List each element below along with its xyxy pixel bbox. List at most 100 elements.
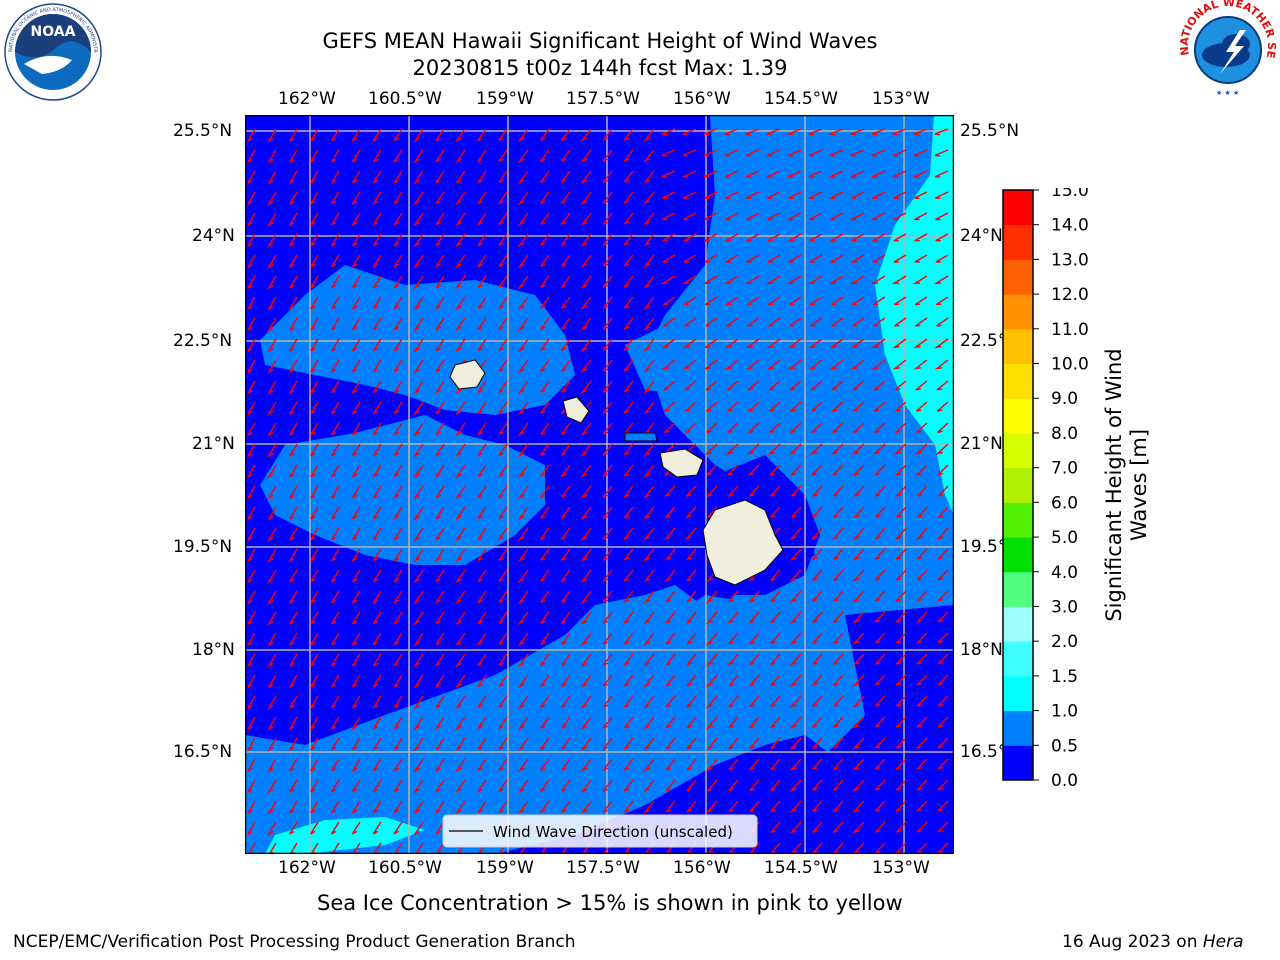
wave-direction-arrow xyxy=(266,569,277,584)
wave-direction-arrow xyxy=(874,779,886,791)
wave-direction-arrow xyxy=(916,695,928,707)
wave-direction-arrow xyxy=(413,170,424,185)
wave-direction-arrow xyxy=(602,422,613,435)
wave-direction-arrow xyxy=(662,233,676,242)
wave-direction-arrow xyxy=(580,212,592,226)
wave-direction-arrow xyxy=(787,170,802,178)
wave-direction-arrow xyxy=(705,632,718,646)
wave-direction-arrow xyxy=(247,464,256,478)
wave-direction-arrow xyxy=(728,716,739,729)
wave-direction-arrow xyxy=(310,317,319,331)
wave-direction-arrow xyxy=(580,758,592,772)
wave-direction-arrow xyxy=(517,527,529,542)
wave-direction-arrow xyxy=(454,296,466,311)
wave-direction-arrow xyxy=(247,758,256,772)
wave-direction-arrow xyxy=(289,674,298,688)
wave-direction-arrow xyxy=(266,632,277,647)
wave-direction-arrow xyxy=(895,464,907,476)
wave-direction-arrow xyxy=(540,212,550,225)
colorbar-tick-label: 3.0 xyxy=(1051,597,1078,617)
wave-direction-arrow xyxy=(935,212,949,221)
wave-direction-arrow xyxy=(289,212,298,226)
wave-direction-arrow xyxy=(331,506,340,520)
wave-direction-arrow xyxy=(830,443,844,455)
wave-direction-arrow xyxy=(351,359,361,373)
wave-direction-arrow xyxy=(289,191,298,205)
wave-direction-arrow xyxy=(435,758,445,772)
wave-direction-arrow xyxy=(393,443,403,457)
wave-direction-arrow xyxy=(372,653,382,667)
wave-direction-arrow xyxy=(724,128,739,136)
wave-direction-arrow xyxy=(643,443,655,457)
wave-direction-arrow xyxy=(561,338,571,351)
wave-direction-arrow xyxy=(310,590,319,604)
wave-direction-arrow xyxy=(331,653,340,667)
wave-direction-arrow xyxy=(247,317,256,331)
wave-direction-arrow xyxy=(831,401,844,412)
wave-contour-mid-ne-patch xyxy=(625,315,715,395)
wave-direction-arrow xyxy=(247,212,256,226)
wave-direction-arrow xyxy=(686,548,697,561)
wave-direction-arrow xyxy=(787,128,802,136)
wave-direction-arrow xyxy=(812,800,823,813)
wave-direction-arrow xyxy=(372,401,382,415)
wave-direction-arrow xyxy=(413,506,424,521)
wave-direction-arrow xyxy=(725,191,739,199)
wave-direction-arrow xyxy=(623,275,634,288)
wave-direction-arrow xyxy=(372,233,382,247)
wave-direction-arrow xyxy=(643,527,655,541)
wave-direction-arrow xyxy=(351,569,361,583)
wave-direction-arrow xyxy=(745,128,760,136)
island-maui xyxy=(659,448,704,478)
wave-direction-arrow xyxy=(789,821,802,834)
wave-direction-arrow xyxy=(331,548,340,562)
wave-direction-arrow xyxy=(913,359,928,370)
wave-direction-arrow xyxy=(351,653,361,667)
wave-direction-arrow xyxy=(540,275,550,288)
wave-direction-arrow xyxy=(561,296,571,309)
wave-direction-arrow xyxy=(749,653,760,666)
wave-direction-arrow xyxy=(540,401,550,414)
wave-direction-arrow xyxy=(786,275,802,285)
wave-direction-arrow xyxy=(770,506,781,519)
colorbar-segment xyxy=(1003,537,1033,573)
wave-direction-arrow xyxy=(790,485,802,497)
wave-direction-arrow xyxy=(351,275,361,289)
colorbar-tick-label: 1.5 xyxy=(1051,667,1078,687)
colorbar-segment xyxy=(1003,363,1033,399)
wave-direction-arrow xyxy=(623,737,634,750)
wave-direction-arrow xyxy=(498,338,508,352)
wave-direction-arrow xyxy=(393,590,403,604)
wave-direction-arrow xyxy=(789,800,802,813)
lon-tick-bottom: 156°W xyxy=(673,858,731,878)
wave-direction-arrow xyxy=(540,422,550,435)
island-oahu xyxy=(562,396,590,424)
lat-tick-left: 25.5°N xyxy=(173,121,233,141)
wave-direction-arrow xyxy=(413,800,424,815)
wave-direction-arrow xyxy=(915,317,928,327)
wave-direction-arrow xyxy=(266,758,277,773)
wave-direction-arrow xyxy=(435,128,445,142)
colorbar-segment xyxy=(1003,224,1033,260)
wave-direction-arrow xyxy=(831,380,844,391)
wave-direction-arrow xyxy=(561,548,571,561)
wave-direction-arrow xyxy=(766,149,781,157)
wave-direction-arrow xyxy=(561,527,571,540)
wave-direction-arrow xyxy=(703,128,718,136)
wave-direction-arrow xyxy=(829,359,844,370)
wave-direction-arrow xyxy=(331,359,340,373)
wave-direction-arrow xyxy=(372,128,382,142)
wave-direction-arrow xyxy=(623,758,634,771)
wave-contour-mid-south-shelf xyxy=(645,595,825,735)
lat-tick-right: 24°N xyxy=(960,226,1003,246)
wave-direction-arrow xyxy=(498,149,508,163)
wave-direction-arrow xyxy=(913,149,928,157)
wave-direction-arrow xyxy=(413,716,424,731)
wave-direction-arrow xyxy=(498,506,508,520)
wave-direction-arrow xyxy=(580,506,592,520)
wave-direction-arrow xyxy=(435,149,445,163)
wave-direction-arrow xyxy=(266,275,277,290)
colorbar-segment xyxy=(1003,675,1033,712)
wave-direction-arrow xyxy=(643,338,655,352)
wave-direction-arrow xyxy=(413,149,424,164)
